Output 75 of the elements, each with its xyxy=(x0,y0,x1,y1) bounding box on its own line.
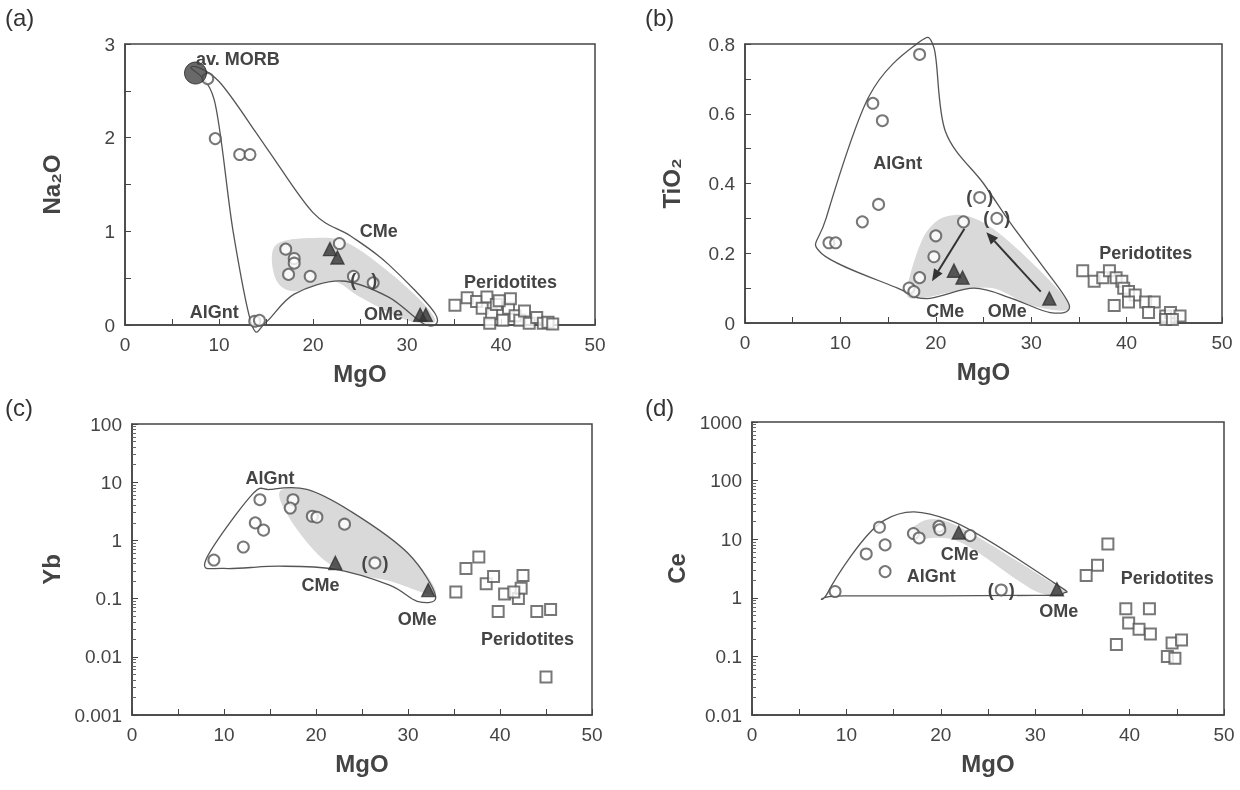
annotation: ( ) xyxy=(987,579,1015,600)
annotation: CMe xyxy=(359,221,398,242)
x-tick-label: 50 xyxy=(581,724,603,745)
annotation: CMe xyxy=(926,300,965,321)
y-axis-title: TiO₂ xyxy=(657,158,685,209)
x-axis-title: MgO xyxy=(961,749,1015,777)
y-tick-label: 0.1 xyxy=(715,645,742,667)
y-tick-label: 100 xyxy=(90,413,122,435)
y-tick-label: 0.01 xyxy=(705,704,742,726)
annotation: AlGnt xyxy=(245,467,295,488)
annotation: ( ) xyxy=(361,552,389,573)
y-tick-label: 3 xyxy=(104,33,115,55)
y-tick-label: 0.1 xyxy=(95,588,122,610)
y-tick-label: 2 xyxy=(104,127,115,149)
x-tick-label: 30 xyxy=(1020,332,1042,353)
annotation: CMe xyxy=(940,544,979,565)
annotation: Peridotites xyxy=(481,629,575,650)
y-tick-label: 0.001 xyxy=(74,704,122,726)
y-tick-label: 100 xyxy=(710,470,742,492)
y-tick-label: 0.2 xyxy=(708,242,735,264)
y-tick-label: 0.01 xyxy=(85,646,122,668)
annotation: AlGnt xyxy=(906,565,956,586)
annotation: OMe xyxy=(1039,600,1079,621)
x-tick-label: 40 xyxy=(1119,724,1141,745)
y-tick-label: 1 xyxy=(111,529,122,551)
x-axis-title: MgO xyxy=(333,359,387,387)
x-tick-label: 30 xyxy=(397,724,419,745)
x-axis-title: MgO xyxy=(956,357,1011,385)
y-tick-label: 0.6 xyxy=(708,103,735,125)
x-tick-label: 40 xyxy=(490,334,512,355)
y-tick-label: 0.8 xyxy=(708,33,735,55)
annotation: CMe xyxy=(301,575,340,596)
x-tick-label: 0 xyxy=(746,724,758,745)
x-tick-label: 40 xyxy=(489,724,511,745)
chart-title: (d) xyxy=(645,393,675,421)
annotation: av. MORB xyxy=(195,48,280,69)
x-tick-label: 20 xyxy=(925,332,947,353)
x-tick-label: 40 xyxy=(1116,332,1138,353)
y-axis-title: Yb xyxy=(38,554,66,585)
chart-title: (c) xyxy=(5,393,33,421)
y-axis-title: Ce xyxy=(663,553,691,584)
annotation: Peridotites xyxy=(463,271,557,292)
annotation: OMe xyxy=(987,300,1027,321)
y-tick-label: 1 xyxy=(731,587,742,609)
annotation: Peridotites xyxy=(1099,243,1193,264)
chart-title: (a) xyxy=(5,3,35,31)
chart-title: (b) xyxy=(645,3,675,31)
annotation: Peridotites xyxy=(1120,567,1214,588)
x-tick-label: 30 xyxy=(396,334,418,355)
annotation: OMe xyxy=(363,303,404,324)
x-tick-label: 10 xyxy=(835,724,857,745)
annotation: OMe xyxy=(397,608,437,629)
x-axis-title: MgO xyxy=(335,749,389,777)
x-tick-label: 30 xyxy=(1024,724,1046,745)
y-axis-title: Na₂O xyxy=(37,154,65,215)
x-tick-label: 10 xyxy=(208,334,230,355)
x-tick-label: 0 xyxy=(126,724,138,745)
y-tick-label: 10 xyxy=(720,528,742,550)
y-tick-label: 10 xyxy=(100,471,122,493)
x-tick-label: 50 xyxy=(1213,724,1235,745)
x-tick-label: 50 xyxy=(584,334,606,355)
x-tick-label: 10 xyxy=(829,332,851,353)
x-tick-label: 50 xyxy=(1211,332,1233,353)
y-tick-label: 0 xyxy=(104,314,115,336)
x-tick-label: 20 xyxy=(305,724,327,745)
y-tick-label: 0.4 xyxy=(708,173,736,194)
annotation: AlGnt xyxy=(189,301,239,322)
y-tick-label: 1 xyxy=(104,220,115,242)
y-tick-label: 1000 xyxy=(699,411,742,433)
annotation: ( ) xyxy=(966,187,994,208)
x-tick-label: 10 xyxy=(213,724,235,745)
annotation: AlGnt xyxy=(873,152,923,173)
x-tick-label: 20 xyxy=(302,334,324,355)
x-tick-label: 20 xyxy=(930,724,952,745)
y-tick-label: 0 xyxy=(724,312,735,334)
